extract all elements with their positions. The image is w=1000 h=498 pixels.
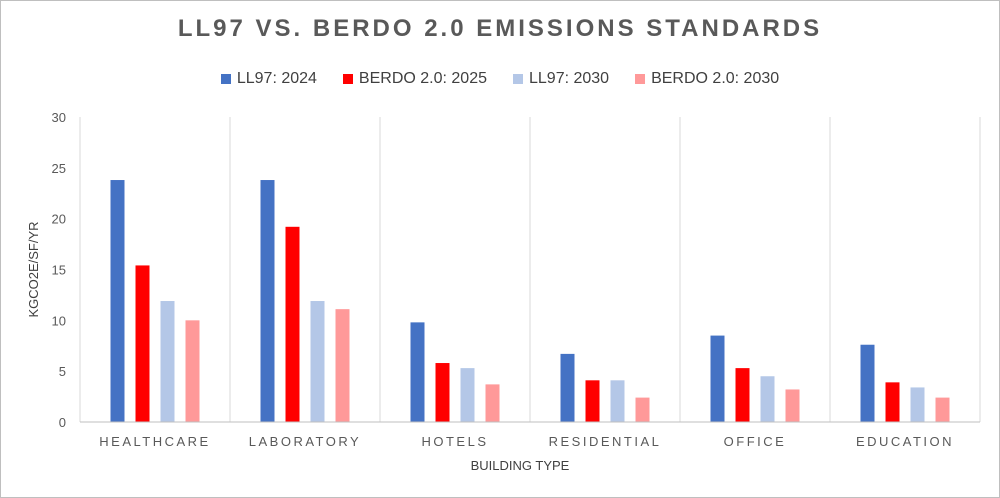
bar [460,368,475,422]
legend-swatch [342,74,353,84]
bar [260,180,275,422]
legend-item: BERDO 2.0: 2025 [342,70,487,88]
legend-label: LL97: 2024 [236,70,317,87]
legend-label: LL97: 2030 [529,70,610,87]
chart-title: LL97 VS. BERDO 2.0 EMISSIONS STANDARDS [177,15,823,42]
legend-swatch [635,74,646,84]
x-category-label: OFFICE [724,434,787,449]
bar [735,368,750,422]
x-category-label: EDUCATION [856,434,954,449]
bar [185,320,200,422]
y-tick-label: 20 [52,212,66,227]
bar [910,387,925,422]
bar [335,309,350,422]
x-axis-title: BUILDING TYPE [471,458,570,473]
y-tick-label: 10 [52,313,66,328]
bar [310,301,325,422]
legend-item: LL97: 2030 [513,70,609,88]
bar [610,380,625,422]
y-tick-label: 30 [52,110,66,125]
legend-item: BERDO 2.0: 2030 [635,70,779,88]
legend-swatch [220,74,231,84]
chart-legend: LL97: 2024 BERDO 2.0: 2025 LL97: 2030 BERDO… [1,70,999,88]
bar [935,397,950,422]
bar [560,353,575,422]
bar [785,389,800,422]
bar [585,380,600,422]
bar [410,322,425,422]
bar [485,384,500,422]
bar [435,363,450,422]
x-category-label: HEALTHCARE [99,434,210,449]
x-category-label: LABORATORY [249,434,361,449]
bar [135,265,150,422]
y-tick-label: 15 [52,263,66,278]
bar [110,180,125,422]
bar [710,335,725,422]
bar [635,397,650,422]
y-tick-label: 5 [59,364,66,379]
bar [160,301,175,422]
bar [860,344,875,422]
y-tick-label: 0 [59,415,66,430]
bar [885,382,900,422]
legend-item: LL97: 2024 [220,70,317,88]
y-tick-label: 25 [52,161,66,176]
y-axis-title: KGCO2E/SF/YR [26,221,41,317]
bar [760,376,775,422]
legend-label: BERDO 2.0: 2025 [358,70,487,87]
legend-label: BERDO 2.0: 2030 [651,70,780,87]
bar [285,226,300,422]
x-category-label: HOTELS [421,434,488,449]
x-category-label: RESIDENTIAL [549,434,662,449]
legend-swatch [513,74,523,84]
